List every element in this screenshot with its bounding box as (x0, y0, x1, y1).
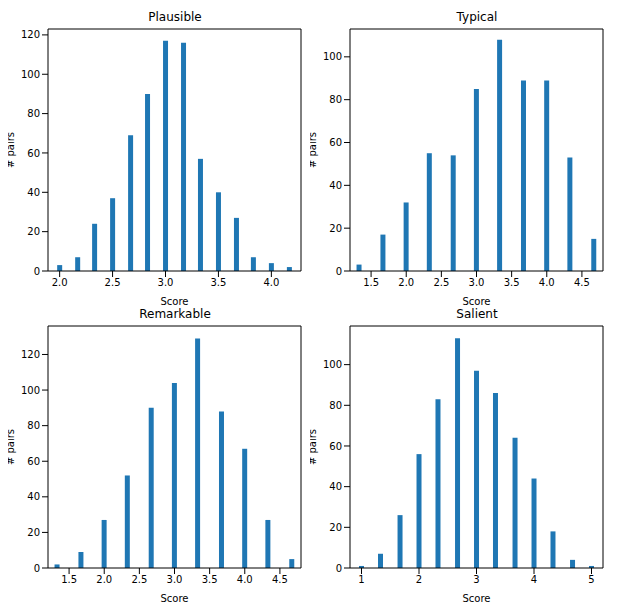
svg-text:4.0: 4.0 (263, 277, 279, 288)
svg-text:# pairs: # pairs (8, 429, 16, 465)
svg-text:4.5: 4.5 (272, 574, 288, 585)
svg-text:Score: Score (160, 296, 188, 305)
svg-text:3: 3 (473, 574, 479, 585)
svg-text:1.5: 1.5 (61, 574, 77, 585)
svg-text:# pairs: # pairs (310, 429, 318, 465)
svg-text:40: 40 (329, 180, 342, 191)
svg-text:40: 40 (27, 187, 40, 198)
svg-text:60: 60 (27, 148, 40, 159)
html-text:Plausible: Plausible (148, 10, 202, 24)
svg-text:1: 1 (358, 574, 364, 585)
svg-text:3.5: 3.5 (202, 574, 218, 585)
svg-text:3.0: 3.0 (158, 277, 174, 288)
svg-text:4: 4 (531, 574, 537, 585)
svg-text:20: 20 (329, 223, 342, 234)
svg-text:100: 100 (21, 385, 40, 396)
svg-text:Score: Score (462, 296, 490, 305)
svg-text:0: 0 (336, 266, 342, 277)
svg-text:80: 80 (27, 420, 40, 431)
svg-text:2.5: 2.5 (105, 277, 121, 288)
svg-text:# pairs: # pairs (8, 132, 16, 168)
svg-text:3.0: 3.0 (469, 277, 485, 288)
svg-text:4.5: 4.5 (574, 277, 590, 288)
svg-text:80: 80 (329, 94, 342, 105)
svg-text:120: 120 (21, 349, 40, 360)
svg-text:40: 40 (329, 481, 342, 492)
svg-text:20: 20 (27, 527, 40, 538)
svg-text:80: 80 (329, 400, 342, 411)
svg-text:0: 0 (34, 266, 40, 277)
svg-text:4.0: 4.0 (237, 574, 253, 585)
svg-text:1.5: 1.5 (363, 277, 379, 288)
svg-text:0: 0 (34, 563, 40, 574)
svg-text:40: 40 (27, 491, 40, 502)
svg-text:3.5: 3.5 (504, 277, 520, 288)
svg-text:100: 100 (21, 69, 40, 80)
svg-text:Score: Score (462, 593, 490, 602)
svg-text:4.0: 4.0 (539, 277, 555, 288)
svg-text:Score: Score (160, 593, 188, 602)
html-text:Salient: Salient (456, 307, 498, 321)
svg-text:5: 5 (588, 574, 594, 585)
svg-text:120: 120 (21, 29, 40, 40)
svg-text:20: 20 (27, 226, 40, 237)
html-text:Remarkable: Remarkable (139, 307, 211, 321)
svg-text:3.0: 3.0 (167, 574, 183, 585)
svg-text:2.0: 2.0 (96, 574, 112, 585)
svg-text:2.5: 2.5 (131, 574, 147, 585)
svg-text:80: 80 (27, 108, 40, 119)
svg-text:0: 0 (336, 563, 342, 574)
svg-text:# pairs: # pairs (310, 132, 318, 168)
svg-text:3.5: 3.5 (210, 277, 226, 288)
svg-text:2.5: 2.5 (433, 277, 449, 288)
html-text:Typical: Typical (456, 10, 498, 24)
svg-text:100: 100 (323, 359, 342, 370)
svg-text:60: 60 (329, 441, 342, 452)
svg-text:20: 20 (329, 522, 342, 533)
svg-text:60: 60 (329, 137, 342, 148)
svg-text:2: 2 (416, 574, 422, 585)
svg-text:2.0: 2.0 (52, 277, 68, 288)
svg-text:2.0: 2.0 (398, 277, 414, 288)
svg-text:60: 60 (27, 456, 40, 467)
svg-text:100: 100 (323, 51, 342, 62)
